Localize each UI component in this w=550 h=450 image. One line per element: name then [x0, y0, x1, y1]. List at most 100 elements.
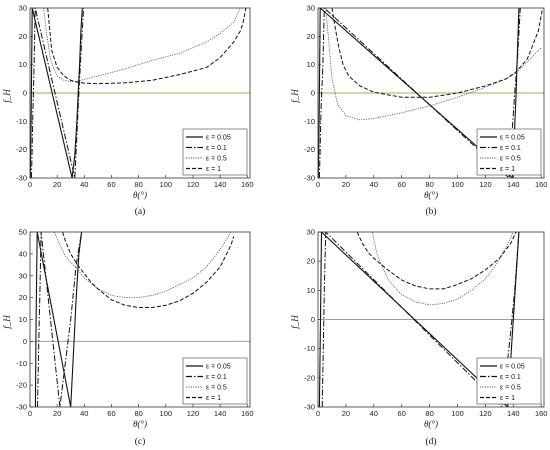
x-tick-label: 100 — [160, 409, 173, 418]
legend-entry-2: ε = 0.1 — [500, 374, 521, 381]
y-tick-label: 30 — [19, 4, 27, 13]
series-line-2 — [37, 232, 83, 407]
x-tick-label: 120 — [187, 409, 200, 418]
y-tick-label: 0 — [311, 89, 315, 98]
x-tick-label: 160 — [241, 180, 254, 189]
y-tick-label: 30 — [19, 271, 27, 280]
legend-entry-3: ε = 0.5 — [206, 385, 227, 392]
legend: ε = 0.05 ε = 0.1 ε = 0.5 ε = 1 — [182, 128, 248, 176]
y-tick-label: -30 — [304, 174, 315, 183]
series-line-4 — [356, 232, 517, 290]
legend-entry-1: ε = 0.05 — [206, 135, 231, 142]
x-axis-label: θ(°) — [133, 419, 147, 429]
x-tick-label: 40 — [370, 409, 378, 418]
series-line-2 — [30, 8, 85, 178]
y-axis-label: f_H — [2, 315, 12, 329]
y-tick-label: -20 — [16, 381, 27, 390]
panel-b: 0 20 40 60 80 100 120 140 160 -30 -20 -10 0 10 20 30 θ(°… — [290, 4, 547, 218]
y-tick-label: 0 — [311, 315, 315, 324]
panel-d: 0 20 40 60 80 100 120 140 160 -30 -20 -10 0 10 20 30 θ(°… — [290, 228, 547, 448]
legend-entry-2: ε = 0.1 — [206, 145, 227, 152]
legend-entry-3: ε = 0.5 — [500, 156, 521, 163]
x-tick-label: 40 — [80, 409, 88, 418]
y-tick-label: -20 — [304, 145, 315, 154]
x-tick-label: 100 — [451, 409, 464, 418]
x-tick-label: 20 — [342, 180, 350, 189]
legend-entry-3: ε = 0.5 — [206, 156, 227, 163]
y-tick-label: -10 — [304, 344, 315, 353]
panel-a: 0 20 40 60 80 100 120 140 160 -30 -20 -10 0 10 20 30 θ(°… — [2, 4, 254, 218]
y-tick-label: 20 — [19, 293, 27, 302]
x-tick-label: 120 — [479, 409, 492, 418]
series-line-2 — [318, 8, 521, 178]
x-tick-label: 60 — [398, 180, 406, 189]
x-tick-label: 40 — [80, 180, 88, 189]
legend-entry-4: ε = 1 — [206, 395, 221, 402]
y-axis-label: f_H — [290, 89, 300, 103]
y-tick-label: 0 — [23, 337, 27, 346]
x-tick-label: 100 — [160, 180, 173, 189]
legend-entry-2: ε = 0.1 — [500, 145, 521, 152]
series-line-4 — [331, 8, 544, 98]
y-tick-label: 10 — [307, 286, 315, 295]
x-axis-label: θ(°) — [424, 419, 438, 429]
x-tick-label: 0 — [28, 409, 32, 418]
series-line-3 — [372, 232, 514, 306]
series-line-3 — [54, 232, 232, 298]
y-tick-label: 50 — [19, 228, 27, 237]
x-tick-label: 140 — [214, 180, 227, 189]
series-line-1 — [34, 232, 83, 407]
x-tick-label: 0 — [28, 180, 32, 189]
legend-entry-2: ε = 0.1 — [206, 374, 227, 381]
panel-label: (d) — [425, 436, 436, 447]
x-tick-label: 160 — [535, 409, 548, 418]
x-tick-label: 60 — [398, 409, 406, 418]
x-tick-label: 140 — [214, 409, 227, 418]
legend-entry-1: ε = 0.05 — [500, 364, 525, 371]
legend-entry-4: ε = 1 — [500, 395, 515, 402]
y-axis-label: f_H — [290, 315, 300, 329]
series-line-3 — [325, 8, 542, 121]
series-line-2 — [321, 232, 520, 407]
y-tick-label: 0 — [23, 89, 27, 98]
y-tick-label: -10 — [16, 117, 27, 126]
y-tick-label: 10 — [19, 60, 27, 69]
legend-entry-3: ε = 0.5 — [500, 385, 521, 392]
x-tick-label: 100 — [451, 180, 464, 189]
y-tick-label: 20 — [307, 32, 315, 41]
x-tick-label: 80 — [134, 409, 142, 418]
y-tick-label: 30 — [307, 228, 315, 237]
y-tick-label: 10 — [19, 315, 27, 324]
legend: ε = 0.05 ε = 0.1 ε = 0.5 ε = 1 — [476, 128, 542, 176]
y-tick-label: 30 — [307, 4, 315, 13]
y-tick-label: 20 — [19, 32, 27, 41]
y-tick-label: -30 — [16, 403, 27, 412]
x-tick-label: 120 — [479, 180, 492, 189]
x-tick-label: 160 — [535, 180, 548, 189]
x-tick-label: 0 — [316, 409, 320, 418]
y-tick-label: -10 — [16, 359, 27, 368]
y-tick-label: 20 — [307, 257, 315, 266]
y-tick-label: -10 — [304, 117, 315, 126]
series-line-4 — [47, 8, 247, 85]
x-tick-label: 20 — [342, 409, 350, 418]
x-tick-label: 140 — [507, 409, 520, 418]
panel-label: (a) — [135, 206, 146, 217]
y-axis-label: f_H — [2, 89, 12, 103]
legend-entry-1: ε = 0.05 — [500, 135, 525, 142]
legend: ε = 0.05 ε = 0.1 ε = 0.5 ε = 1 — [182, 357, 248, 405]
series-group — [34, 232, 235, 407]
x-tick-label: 160 — [241, 409, 254, 418]
x-tick-label: 140 — [507, 180, 520, 189]
x-tick-label: 80 — [134, 180, 142, 189]
x-axis-label: θ(°) — [424, 190, 438, 200]
y-tick-label: -20 — [16, 145, 27, 154]
x-tick-label: 120 — [187, 180, 200, 189]
panel-c: 0 20 40 60 80 100 120 140 160 -30 -20 -10 0 10 20 30 40 5… — [2, 228, 254, 448]
legend-entry-4: ε = 1 — [500, 166, 515, 173]
y-tick-label: -30 — [16, 174, 27, 183]
legend-entry-1: ε = 0.05 — [206, 364, 231, 371]
y-tick-label: 40 — [19, 249, 27, 258]
y-tick-label: 10 — [307, 60, 315, 69]
